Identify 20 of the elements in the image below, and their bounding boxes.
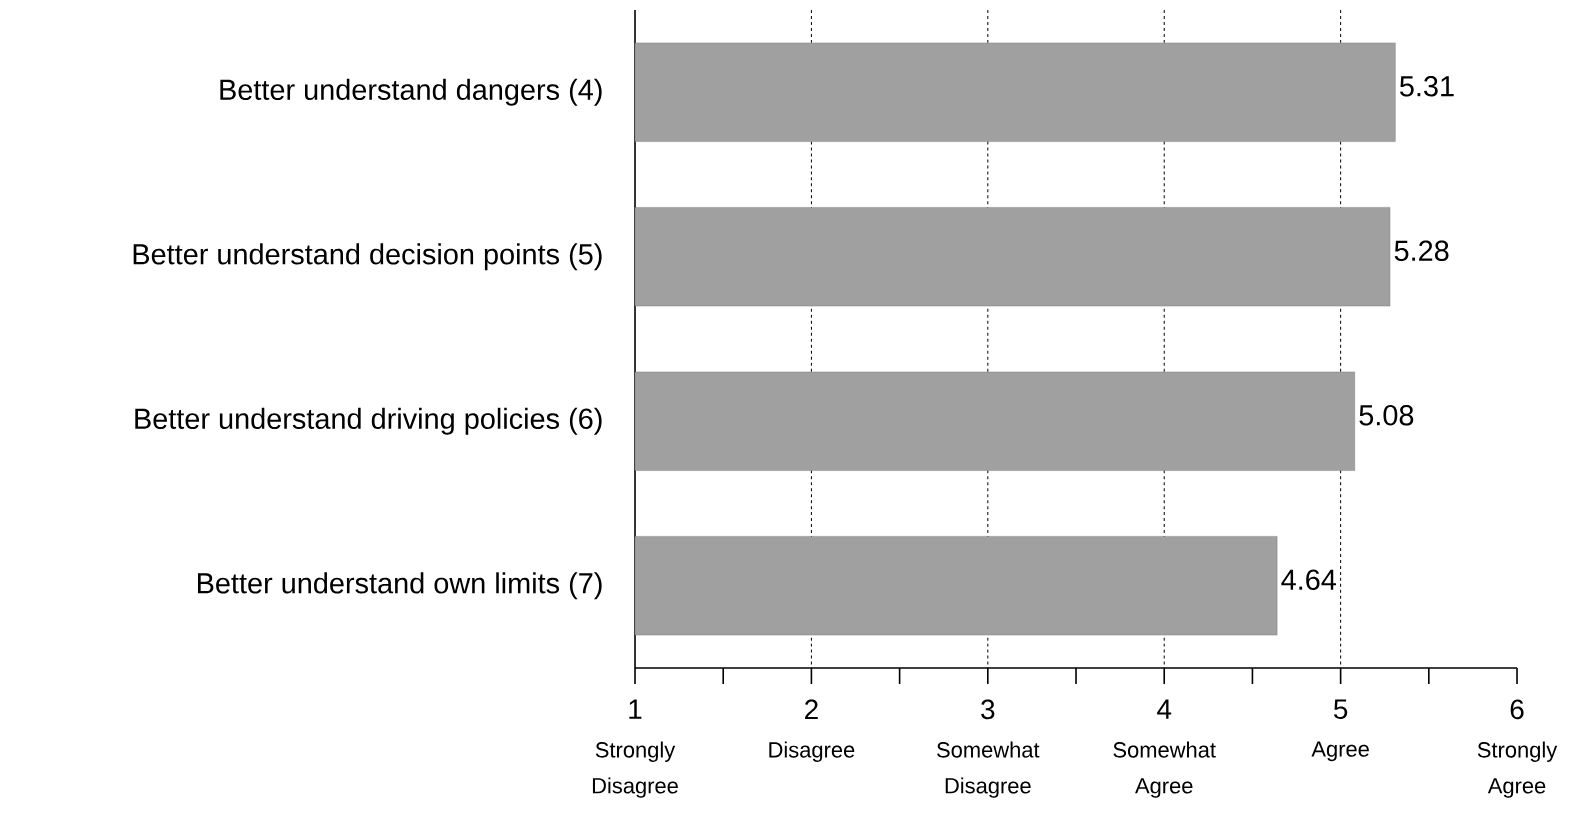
text: Disagree bbox=[769, 741, 855, 762]
text: Agree bbox=[1311, 741, 1369, 762]
data-label: 5.28 bbox=[1394, 240, 1449, 261]
text: Strongly Disagree bbox=[592, 741, 678, 798]
y-tick-label: Better understand own limits (7) bbox=[197, 572, 602, 600]
data-label: 5.31 bbox=[1399, 76, 1454, 97]
x-tick-label: 1 bbox=[629, 699, 642, 719]
y-tick-label: Better understand decision points (5) bbox=[133, 243, 602, 271]
data-label: 5.08 bbox=[1359, 405, 1414, 426]
y-tick-label: Better understand driving policies (6) bbox=[135, 407, 602, 435]
y-tick-label: Better understand dangers (4) bbox=[220, 78, 602, 106]
text: Strongly Agree bbox=[1477, 741, 1558, 798]
x-tick-label: 6 bbox=[1510, 699, 1524, 720]
x-tick-label: 3 bbox=[981, 699, 995, 720]
x-tick-label: 4 bbox=[1157, 699, 1172, 719]
x-tick-label: 2 bbox=[805, 699, 818, 720]
data-label: 4.64 bbox=[1281, 569, 1337, 590]
text: Somewhat Agree bbox=[1113, 741, 1216, 798]
x-tick-label: 5 bbox=[1333, 699, 1348, 719]
text: Somewhat Disagree bbox=[937, 741, 1040, 798]
